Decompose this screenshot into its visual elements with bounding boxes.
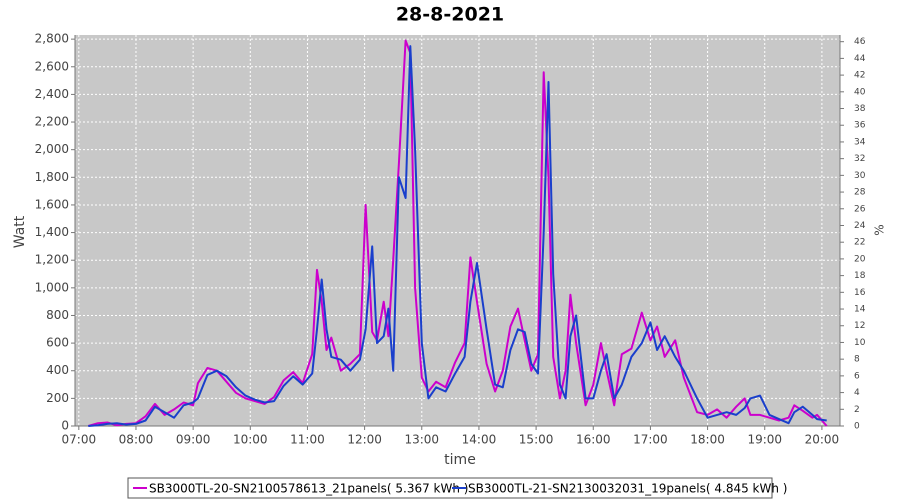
y2-tick-label: 8	[854, 355, 860, 365]
y2-tick-label: 2	[854, 405, 860, 415]
y2-tick-label: 22	[854, 238, 865, 248]
x-tick-label: 18:00	[690, 433, 725, 447]
x-tick-label: 10:00	[233, 433, 268, 447]
x-tick-label: 14:00	[462, 433, 497, 447]
y-tick-label: 600	[46, 336, 69, 350]
x-tick-label: 12:00	[347, 433, 382, 447]
y-tick-label: 2,000	[35, 142, 69, 156]
x-tick-label: 15:00	[519, 433, 554, 447]
y-tick-label: 2,200	[35, 115, 69, 129]
y2-axis-label: %	[873, 224, 887, 235]
y-tick-label: 1,600	[35, 197, 69, 211]
y-tick-label: 2,600	[35, 59, 69, 73]
plot-area	[75, 35, 840, 426]
y2-tick-label: 42	[854, 71, 865, 81]
legend-label: SB3000TL-21-SN2130032031_19panels( 4.845…	[468, 482, 787, 496]
y-tick-label: 2,400	[35, 87, 69, 101]
y2-tick-label: 14	[854, 305, 866, 315]
y-tick-label: 1,200	[35, 253, 69, 267]
x-tick-label: 13:00	[404, 433, 439, 447]
y2-tick-label: 44	[854, 54, 866, 64]
y2-tick-label: 12	[854, 321, 865, 331]
y2-tick-label: 16	[854, 288, 866, 298]
y-tick-label: 1,800	[35, 170, 69, 184]
y2-tick-label: 4	[854, 388, 860, 398]
y-tick-label: 800	[46, 308, 69, 322]
series-line	[88, 45, 827, 427]
y2-tick-label: 40	[854, 87, 866, 97]
x-tick-label: 07:00	[62, 433, 97, 447]
x-tick-label: 17:00	[633, 433, 668, 447]
y2-tick-label: 32	[854, 154, 865, 164]
x-tick-label: 20:00	[805, 433, 840, 447]
y2-tick-label: 46	[854, 37, 866, 47]
y2-tick-label: 0	[854, 422, 860, 432]
legend-label: SB3000TL-20-SN2100578613_21panels( 5.367…	[149, 482, 468, 496]
y-tick-label: 200	[46, 391, 69, 405]
y2-tick-label: 36	[854, 121, 866, 131]
y2-tick-label: 26	[854, 204, 866, 214]
y-axis-label: Watt	[12, 215, 28, 248]
chart-title: 28-8-2021	[396, 4, 504, 26]
x-tick-label: 09:00	[176, 433, 211, 447]
y2-tick-label: 10	[854, 338, 866, 348]
y2-tick-label: 20	[854, 254, 866, 264]
y2-tick-label: 24	[854, 221, 866, 231]
y-tick-label: 0	[61, 419, 69, 433]
y2-tick-label: 28	[854, 188, 866, 198]
y2-tick-label: 6	[854, 371, 860, 381]
x-tick-label: 16:00	[576, 433, 611, 447]
x-tick-label: 08:00	[119, 433, 154, 447]
y2-tick-label: 38	[854, 104, 866, 114]
x-axis-label: time	[444, 452, 476, 468]
series-line	[88, 39, 828, 427]
y2-tick-label: 34	[854, 137, 866, 147]
y-tick-label: 1,000	[35, 280, 69, 294]
x-tick-label: 11:00	[290, 433, 325, 447]
y-tick-label: 400	[46, 363, 69, 377]
y2-tick-label: 30	[854, 171, 866, 181]
y-tick-label: 2,800	[35, 32, 69, 46]
legend	[127, 477, 773, 499]
x-tick-label: 19:00	[747, 433, 782, 447]
y2-tick-label: 18	[854, 271, 866, 281]
y-tick-label: 1,400	[35, 225, 69, 239]
